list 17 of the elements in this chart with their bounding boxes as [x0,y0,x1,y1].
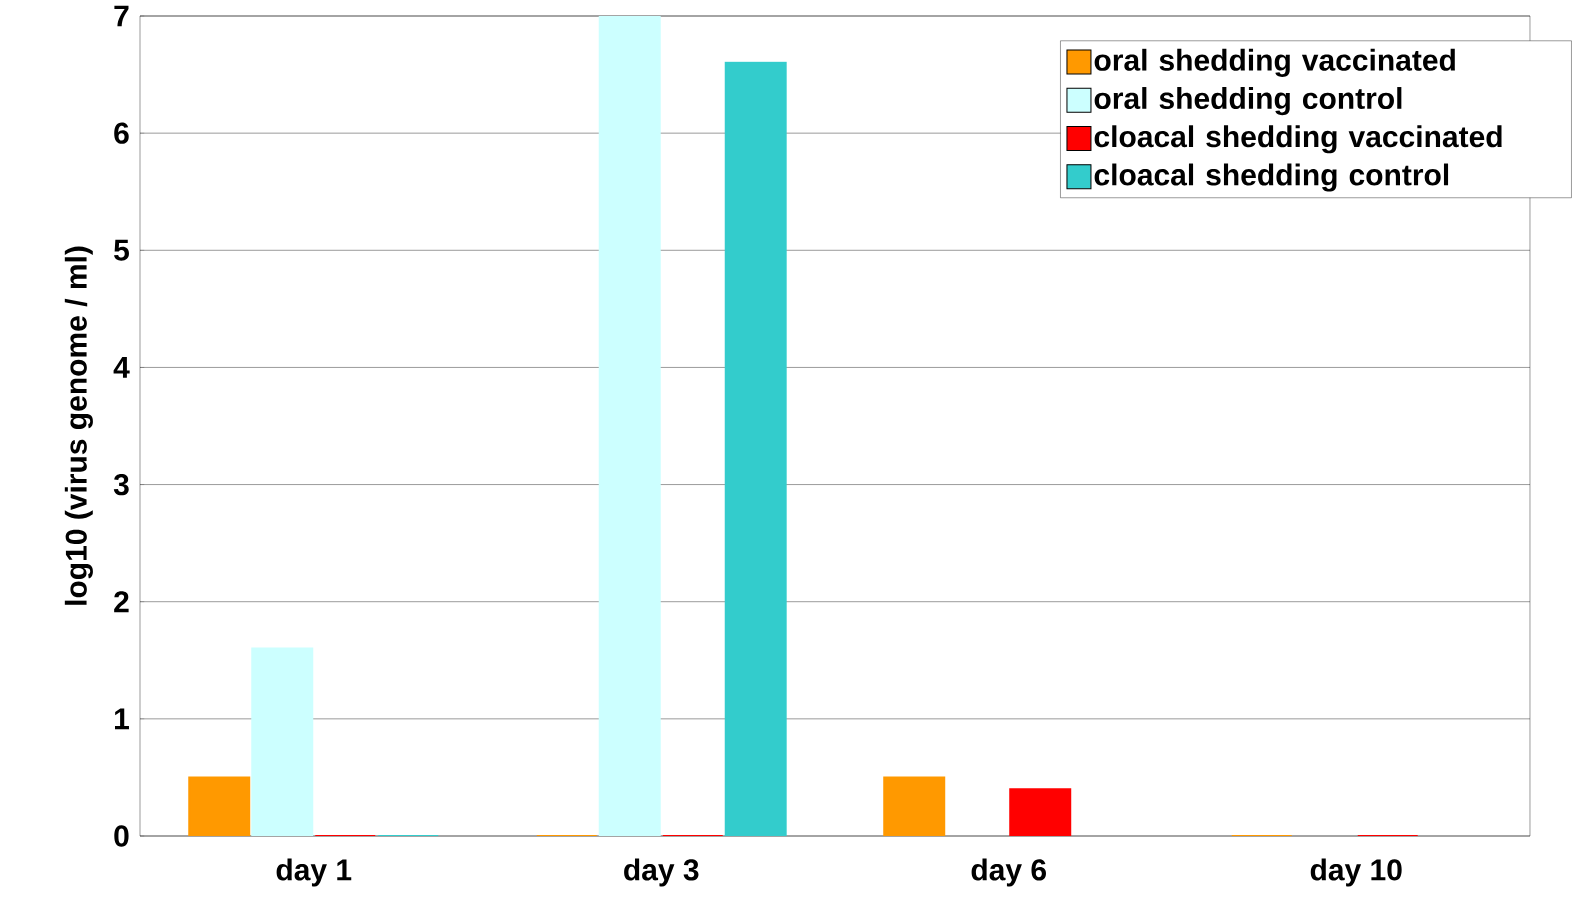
legend-label: oral shedding vaccinated [1094,48,1455,77]
y-tick-label: 3 [113,473,129,496]
y-tick-label: 7 [114,5,129,27]
y-tick-label: 4 [113,357,130,378]
y-axis-title: log10 (virus genome / ml) [64,246,93,605]
y-tick-label: 6 [114,122,129,144]
x-tick-label: day 3 [624,858,699,887]
y-tick-label: 1 [115,708,129,730]
y-tick-label: 2 [114,591,129,613]
legend-label: cloacal shedding vaccinated [1094,125,1502,154]
x-tick-label: day 1 [276,858,352,887]
legend-label: oral shedding control [1094,87,1402,116]
y-tick-label: 5 [114,239,129,261]
x-tick-label: day 10 [1310,858,1402,887]
y-tick-label: 0 [114,825,129,847]
x-tick-label: day 6 [971,858,1046,887]
legend-label: cloacal shedding control [1094,163,1449,192]
